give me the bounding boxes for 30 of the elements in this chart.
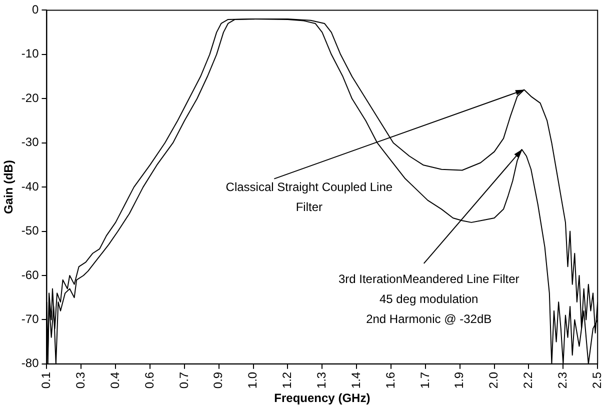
x-tick-label: 2.0 bbox=[486, 372, 501, 389]
x-tick-label: 1.3 bbox=[314, 372, 328, 389]
x-tick-label: 0.4 bbox=[108, 372, 122, 389]
x-tick-label: 2.5 bbox=[590, 372, 604, 389]
y-tick-label: -40 bbox=[21, 179, 40, 194]
x-tick-label: 1.2 bbox=[280, 372, 294, 389]
x-axis-title: Frequency (GHz) bbox=[274, 391, 370, 406]
x-tick-label: 1.6 bbox=[383, 372, 398, 389]
x-tick-label: 2.3 bbox=[555, 372, 570, 389]
x-tick-label: 1.7 bbox=[418, 372, 432, 389]
x-tick-label: 1.9 bbox=[452, 372, 466, 389]
annotation: Classical Straight Coupled Line Filter bbox=[226, 180, 393, 214]
x-tick-label: 0.6 bbox=[142, 372, 156, 389]
x-tick-label: 1.4 bbox=[348, 372, 363, 389]
x-tick-label: 0.9 bbox=[211, 372, 226, 389]
y-tick-label: -50 bbox=[21, 224, 40, 238]
y-tick-label: -60 bbox=[21, 268, 40, 282]
y-axis-title: Gain (dB) bbox=[2, 160, 16, 214]
x-tick-label: 1.0 bbox=[246, 372, 260, 389]
y-tick-label: -10 bbox=[21, 46, 40, 61]
x-tick-label: 0.7 bbox=[176, 372, 191, 389]
y-tick-label: -70 bbox=[21, 312, 40, 326]
x-tick-label: 0.1 bbox=[39, 372, 54, 389]
x-tick-label: 2.2 bbox=[521, 372, 536, 389]
y-tick-label: -80 bbox=[21, 356, 40, 370]
y-tick-label: -30 bbox=[21, 135, 40, 150]
annotation: 3rd IterationMeandered Line Filter 45 deg modulation 2nd Harmonic @ -32dB bbox=[338, 272, 520, 326]
y-tick-label: -20 bbox=[21, 90, 40, 105]
x-tick-label: 0.3 bbox=[73, 372, 88, 389]
y-tick-label: 0 bbox=[32, 2, 40, 17]
